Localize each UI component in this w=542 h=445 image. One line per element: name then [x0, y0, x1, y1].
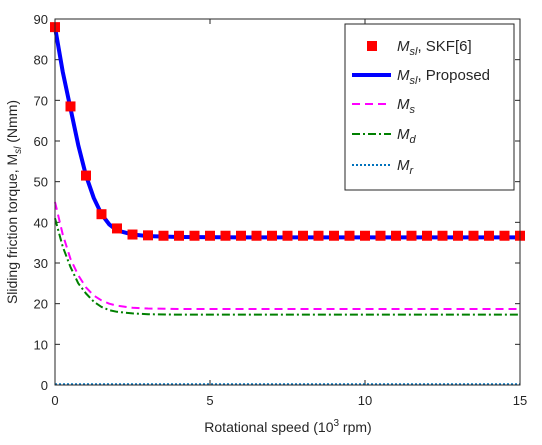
- skf-marker: [437, 230, 448, 241]
- legend-label-ms: Ms: [397, 96, 416, 116]
- skf-marker: [329, 230, 339, 241]
- skf-marker: [468, 230, 479, 241]
- y-tick-label: 20: [34, 297, 48, 312]
- legend-label-mr: Mr: [397, 157, 415, 177]
- skf-marker: [344, 230, 355, 241]
- skf-marker: [251, 230, 262, 241]
- skf-marker: [391, 230, 401, 241]
- legend-marker-skf: [367, 41, 377, 51]
- skf-marker: [127, 229, 138, 240]
- y-tick-label: 50: [34, 175, 48, 190]
- y-tick-label: 10: [34, 337, 48, 352]
- skf-marker: [189, 230, 200, 241]
- y-tick-label: 80: [34, 53, 48, 68]
- skf-marker: [143, 230, 153, 241]
- series-layer: [50, 22, 525, 386]
- legend-label-proposed: Msl, Proposed: [397, 67, 490, 87]
- skf-marker: [375, 230, 386, 241]
- x-tick-label: 0: [51, 393, 58, 408]
- skf-marker: [158, 230, 169, 241]
- legend: Msl, SKF[6] Msl, Proposed Ms Md Mr: [344, 23, 515, 191]
- axis-ticks: 0 5 10 15 0 10 20 30 40 50 60 70 80 90: [34, 12, 528, 408]
- skf-marker: [174, 230, 184, 241]
- series-md-line: [54, 218, 520, 316]
- skf-marker: [220, 230, 231, 241]
- skf-marker: [360, 230, 370, 241]
- plot-frame: [54, 18, 521, 386]
- y-tick-label: 40: [34, 215, 48, 230]
- x-axis-label: Rotational speed (103 rpm): [204, 418, 371, 435]
- x-tick-label: 15: [513, 393, 527, 408]
- legend-box: [344, 23, 515, 191]
- y-tick-label: 90: [34, 12, 48, 27]
- skf-marker: [484, 230, 494, 241]
- x-tick-label: 5: [206, 393, 213, 408]
- legend-label-skf: Msl, SKF[6]: [397, 38, 472, 58]
- y-tick-label: 0: [41, 378, 48, 393]
- y-tick-label: 70: [34, 93, 48, 108]
- skf-marker: [65, 101, 76, 112]
- x-tick-label: 10: [358, 393, 372, 408]
- legend-label-md: Md: [397, 126, 417, 146]
- skf-marker: [453, 230, 463, 241]
- series-ms-line: [54, 201, 520, 310]
- y-tick-label: 30: [34, 256, 48, 271]
- skf-marker: [406, 230, 417, 241]
- skf-marker: [81, 170, 91, 181]
- skf-marker: [499, 230, 510, 241]
- y-axis-label: Sliding friction torque, Msl (Nmm): [4, 100, 24, 304]
- skf-marker: [236, 230, 246, 241]
- skf-marker: [267, 230, 277, 241]
- skf-marker: [112, 223, 122, 234]
- skf-marker: [96, 209, 107, 220]
- skf-marker: [282, 230, 293, 241]
- skf-marker: [313, 230, 324, 241]
- y-tick-label: 60: [34, 134, 48, 149]
- skf-marker: [205, 230, 215, 241]
- skf-marker: [422, 230, 432, 241]
- skf-marker: [298, 230, 308, 241]
